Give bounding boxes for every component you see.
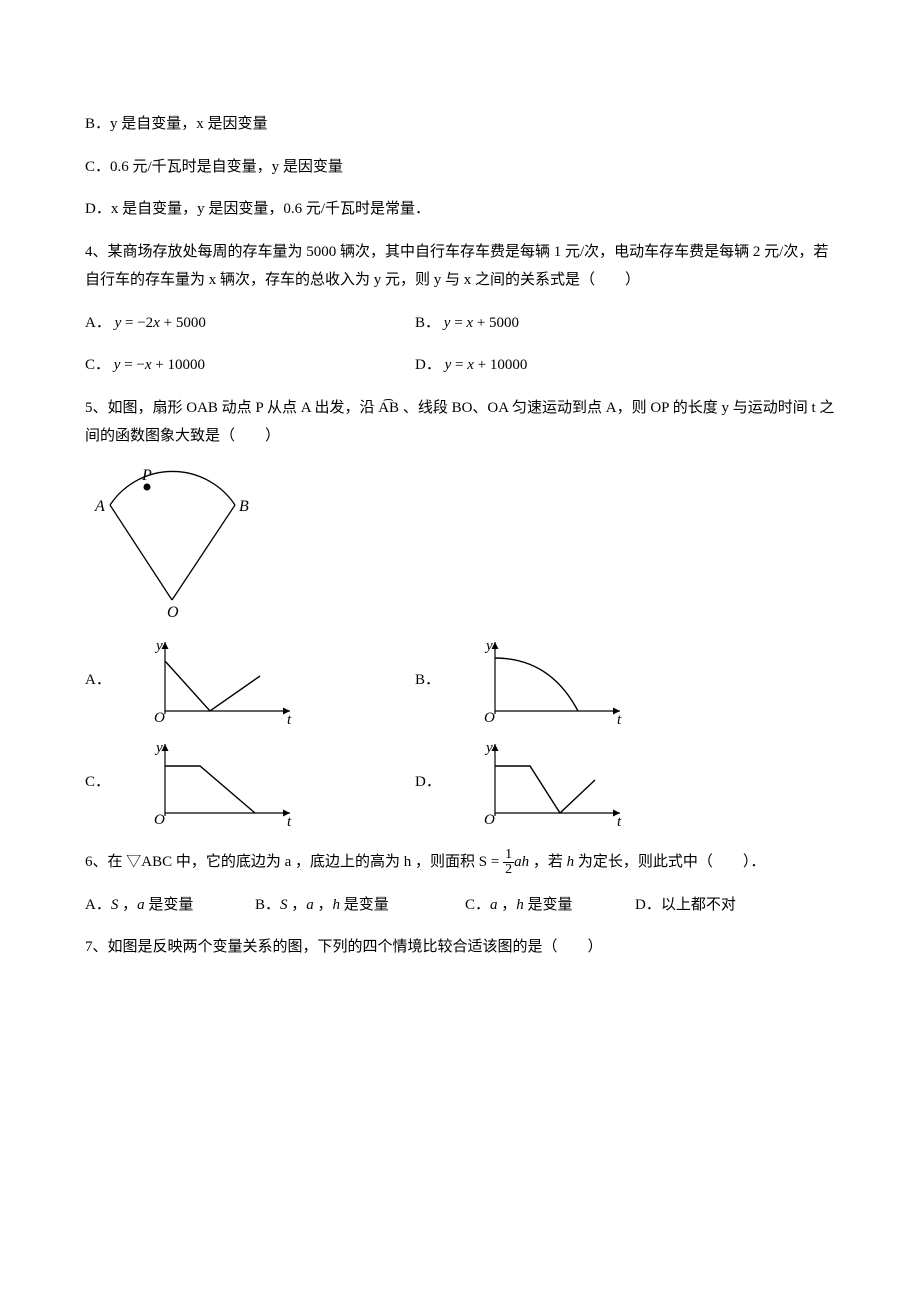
q6-a: A．S ，a 是变量 — [85, 891, 235, 920]
q5-row-cd: C． O y t D． O y t — [85, 738, 835, 828]
q4-c-label: C． — [85, 357, 110, 373]
option-d: D．x 是自变量，y 是因变量，0.6 元/千瓦时是常量． — [85, 195, 835, 224]
svg-text:y: y — [484, 638, 493, 654]
graph-b: O y t — [470, 636, 630, 726]
q5-b-label: B． — [415, 666, 470, 695]
svg-text:O: O — [484, 812, 495, 828]
svg-text:O: O — [167, 604, 179, 620]
q5-c-label: C． — [85, 768, 140, 797]
frac-den: 2 — [503, 862, 514, 877]
q5-a-label: A． — [85, 666, 140, 695]
graph-c: O y t — [140, 738, 300, 828]
q6-c: C．a ，h 是变量 — [465, 891, 615, 920]
q4-b-label: B． — [415, 315, 440, 331]
q6-d: D．以上都不对 — [635, 891, 736, 920]
option-c: C．0.6 元/千瓦时是自变量，y 是因变量 — [85, 153, 835, 182]
question-4: 4、某商场存放处每周的存车量为 5000 辆次，其中自行车存车费是每辆 1 元/… — [85, 238, 835, 295]
svg-text:t: t — [617, 712, 622, 726]
svg-text:O: O — [484, 710, 495, 726]
sector-diagram: A B O P — [85, 465, 835, 620]
svg-text:A: A — [94, 498, 105, 515]
q4-d-label: D． — [415, 357, 441, 373]
svg-text:y: y — [154, 638, 163, 654]
q5-text-pre: 5、如图，扇形 OAB 动点 P 从点 A 出发，沿 — [85, 400, 378, 416]
q5-d-label: D． — [415, 768, 470, 797]
svg-text:t: t — [617, 814, 622, 828]
svg-text:P: P — [141, 467, 152, 484]
svg-text:B: B — [239, 498, 249, 515]
q4-options-row1: A． y = −2x + 5000 B． y = x + 5000 — [85, 309, 835, 338]
q4-options-row2: C． y = −x + 10000 D． y = x + 10000 — [85, 351, 835, 380]
svg-text:O: O — [154, 710, 165, 726]
svg-text:t: t — [287, 814, 292, 828]
frac-num: 1 — [503, 848, 514, 862]
question-5: 5、如图，扇形 OAB 动点 P 从点 A 出发，沿 A͡B 、线段 BO、OA… — [85, 394, 835, 451]
q4-a-label: A． — [85, 315, 111, 331]
svg-text:t: t — [287, 712, 292, 726]
svg-text:y: y — [484, 740, 493, 756]
option-b: B．y 是自变量，x 是因变量 — [85, 110, 835, 139]
question-6: 6、在 ▽ABC 中，它的底边为 a ，底边上的高为 h ，则面积 S = 12… — [85, 848, 835, 877]
svg-text:O: O — [154, 812, 165, 828]
svg-text:y: y — [154, 740, 163, 756]
question-7: 7、如图是反映两个变量关系的图，下列的四个情境比较合适该图的是（ ） — [85, 933, 835, 962]
graph-d: O y t — [470, 738, 630, 828]
q6-options: A．S ，a 是变量 B．S ，a ，h 是变量 C．a ，h 是变量 D．以上… — [85, 891, 835, 920]
q6-b: B．S ，a ，h 是变量 — [255, 891, 445, 920]
q6-post: ah — [514, 854, 529, 870]
graph-a: O y t — [140, 636, 300, 726]
q5-row-ab: A． O y t B． O y t — [85, 636, 835, 726]
q6-pre: 6、在 ▽ABC 中，它的底边为 a ，底边上的高为 h ，则面积 S = — [85, 854, 503, 870]
